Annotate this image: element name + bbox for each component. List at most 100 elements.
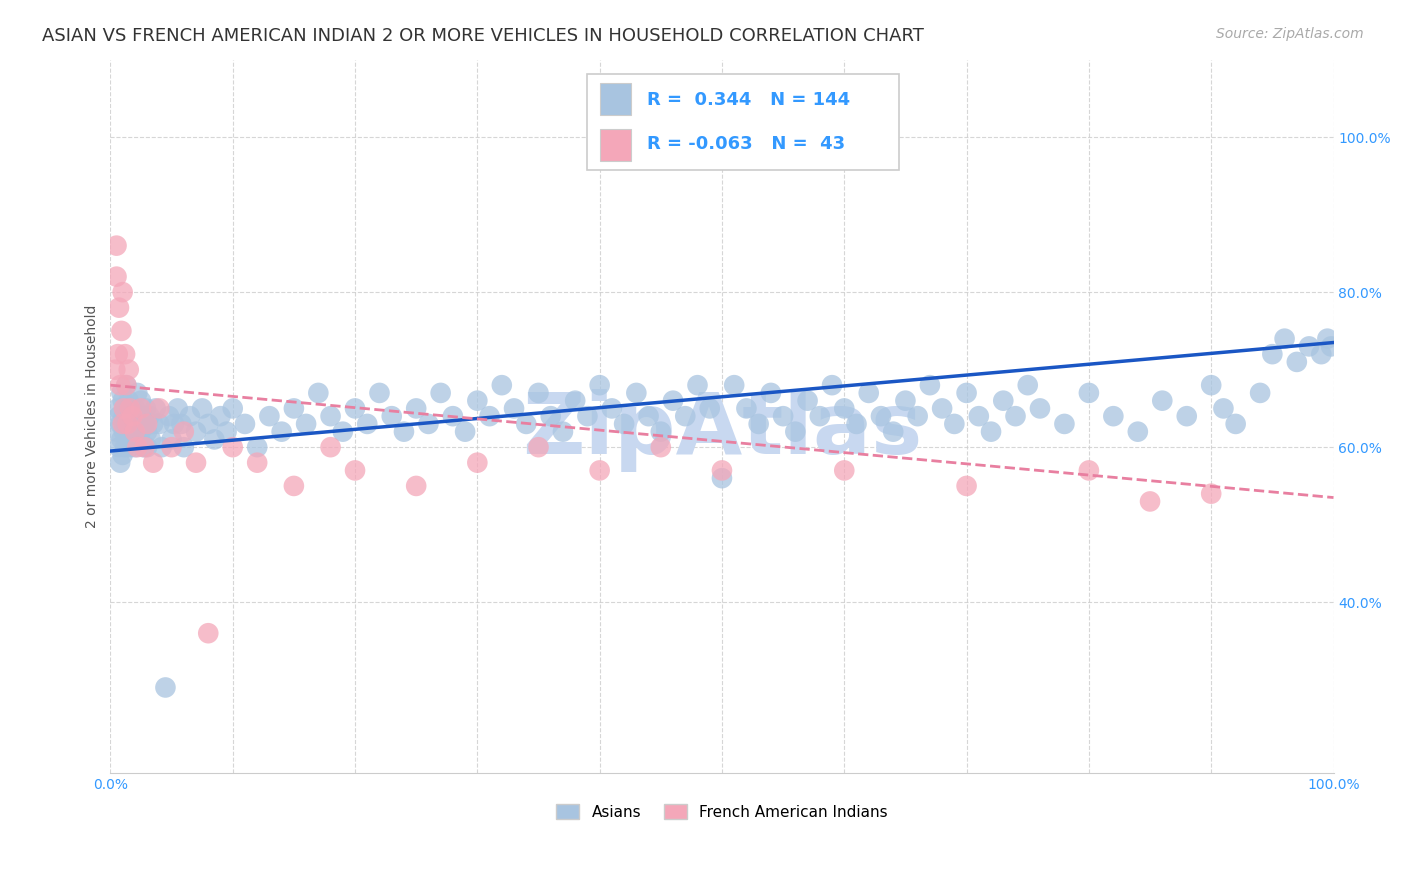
Point xyxy=(259,409,281,424)
Point xyxy=(1320,339,1343,353)
Point xyxy=(943,417,966,431)
Point xyxy=(759,385,782,400)
Point xyxy=(118,417,141,431)
Point xyxy=(993,393,1015,408)
Point xyxy=(686,378,709,392)
Point xyxy=(209,409,232,424)
Point xyxy=(117,417,139,431)
Y-axis label: 2 or more Vehicles in Household: 2 or more Vehicles in Household xyxy=(86,304,100,528)
Point xyxy=(307,385,329,400)
Point xyxy=(124,401,146,416)
Point xyxy=(748,417,770,431)
Point xyxy=(576,409,599,424)
Point xyxy=(157,409,180,424)
Point xyxy=(344,463,367,477)
Point xyxy=(894,393,917,408)
Point xyxy=(134,417,156,431)
Point xyxy=(138,409,160,424)
Point xyxy=(114,440,136,454)
Point xyxy=(128,409,150,424)
Point xyxy=(710,463,733,477)
Point xyxy=(441,409,464,424)
Point xyxy=(202,433,225,447)
Point xyxy=(131,409,153,424)
Point xyxy=(1285,355,1308,369)
Point xyxy=(132,440,155,454)
Point xyxy=(136,417,159,431)
Point xyxy=(105,269,128,284)
Point xyxy=(503,401,526,416)
Point xyxy=(626,385,648,400)
Point xyxy=(1310,347,1333,361)
Point xyxy=(111,393,134,408)
Point xyxy=(124,440,146,454)
Point xyxy=(163,417,186,431)
Point xyxy=(120,401,142,416)
Point xyxy=(858,385,880,400)
Point xyxy=(112,409,135,424)
Point xyxy=(405,401,427,416)
Point xyxy=(796,393,818,408)
Point xyxy=(1316,332,1339,346)
Point xyxy=(129,393,152,408)
Point xyxy=(1126,425,1149,439)
Point xyxy=(117,433,139,447)
Point xyxy=(112,425,135,439)
Point xyxy=(118,440,141,454)
Point xyxy=(564,393,586,408)
Point xyxy=(142,456,165,470)
Point xyxy=(121,409,143,424)
Point xyxy=(785,425,807,439)
Point xyxy=(136,425,159,439)
Point xyxy=(344,401,367,416)
Point xyxy=(136,440,159,454)
Point xyxy=(1212,401,1234,416)
Point xyxy=(215,425,238,439)
Point xyxy=(1053,417,1076,431)
Point xyxy=(115,378,138,392)
Point xyxy=(160,433,183,447)
Point xyxy=(527,385,550,400)
Point xyxy=(111,285,134,300)
Point xyxy=(118,401,141,416)
Point xyxy=(233,417,256,431)
Point xyxy=(134,440,156,454)
Point xyxy=(467,393,489,408)
Point xyxy=(907,409,929,424)
Point xyxy=(148,401,170,416)
Point xyxy=(540,409,562,424)
Point xyxy=(821,378,844,392)
Point xyxy=(107,347,129,361)
Point xyxy=(124,425,146,439)
Point xyxy=(710,471,733,485)
Point xyxy=(108,378,131,392)
Point xyxy=(283,401,305,416)
Point xyxy=(467,456,489,470)
Point xyxy=(980,425,1002,439)
Point xyxy=(108,440,131,454)
Point xyxy=(955,385,977,400)
Point xyxy=(150,440,173,454)
Point xyxy=(527,440,550,454)
Point xyxy=(967,409,990,424)
Point xyxy=(111,417,134,431)
Point xyxy=(1199,378,1222,392)
Point xyxy=(108,417,131,431)
Point xyxy=(392,425,415,439)
Point xyxy=(1102,409,1125,424)
Point xyxy=(111,448,134,462)
Point xyxy=(173,440,195,454)
Point xyxy=(105,238,128,252)
Point xyxy=(1077,463,1099,477)
Point xyxy=(478,409,501,424)
Point xyxy=(699,401,721,416)
Point xyxy=(184,456,207,470)
Point xyxy=(115,417,138,431)
Point xyxy=(662,393,685,408)
Point xyxy=(600,401,623,416)
Point xyxy=(114,347,136,361)
Point xyxy=(128,433,150,447)
Point xyxy=(1298,339,1320,353)
Point xyxy=(148,417,170,431)
Point xyxy=(1004,409,1026,424)
